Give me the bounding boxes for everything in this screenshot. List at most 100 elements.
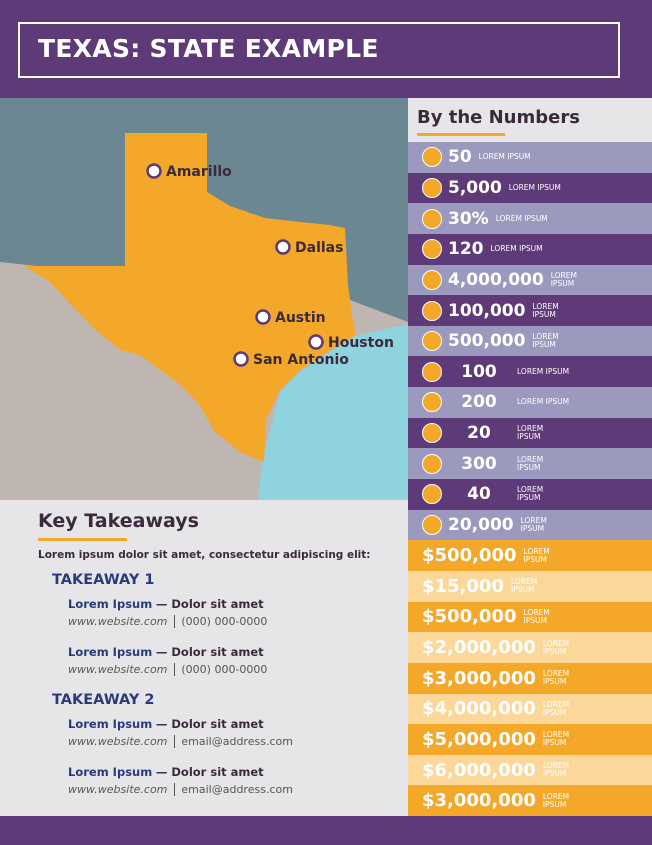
header: TEXAS: STATE EXAMPLE (0, 0, 652, 98)
city-marker (233, 351, 249, 367)
row-value: $5,000,000 (422, 728, 536, 750)
contact-info: (000) 000-0000 (174, 663, 268, 676)
contact-website: www.website.com (68, 735, 168, 748)
row-label: LOREM IPSUM (523, 607, 550, 625)
number-row: $15,000 LOREM IPSUM (408, 570, 652, 602)
row-label: LOREM IPSUM (542, 699, 570, 717)
contact-name: Lorem Ipsum (68, 645, 153, 659)
row-label: LOREM IPSUM (550, 270, 577, 288)
contact-details: www.website.com (000) 000-0000 (68, 613, 402, 630)
contact-line: Lorem Ipsum — Dolor sit amet (68, 596, 402, 613)
row-value: $3,000,000 (422, 790, 536, 812)
contact-info: email@address.com (174, 783, 293, 796)
numbers-title: By the Numbers (417, 107, 580, 128)
title-underline (417, 133, 505, 136)
row-value: $500,000 (422, 545, 517, 567)
row-value: $500,000 (422, 606, 517, 628)
row-icon (422, 331, 442, 352)
row-icon (422, 177, 442, 198)
number-row: 20,000 LOREM IPSUM (408, 509, 652, 541)
contact-info: (000) 000-0000 (174, 615, 268, 628)
row-icon (422, 453, 442, 474)
row-value: $4,000,000 (422, 698, 536, 720)
contact-line: Lorem Ipsum — Dolor sit amet (68, 644, 402, 661)
row-label: LOREM IPSUM (542, 638, 570, 656)
row-label: LOREM IPSUM (542, 730, 570, 748)
title-underline (38, 538, 127, 541)
row-label: LOREM IPSUM (523, 546, 550, 564)
row-value: 200 (461, 392, 497, 413)
row-value: $3,000,000 (422, 667, 536, 689)
contact-line: Lorem Ipsum — Dolor sit amet (68, 764, 402, 781)
number-row: 30% LOREM IPSUM (408, 203, 652, 234)
page-title: TEXAS: STATE EXAMPLE (38, 34, 379, 63)
number-row: $6,000,000 LOREM IPSUM (408, 754, 652, 786)
row-value: $15,000 (422, 575, 504, 597)
contact-item: Lorem Ipsum — Dolor sit amet www.website.… (68, 596, 402, 630)
row-icon (422, 147, 442, 168)
row-icon (422, 361, 442, 382)
contact-item: Lorem Ipsum — Dolor sit amet www.website.… (68, 716, 402, 750)
row-label: LOREM IPSUM (542, 761, 570, 779)
texas (24, 133, 356, 462)
contact-name: Lorem Ipsum (68, 597, 153, 611)
contact-item: Lorem Ipsum — Dolor sit amet www.website.… (68, 764, 402, 798)
takeaways-title: Key Takeaways (38, 510, 199, 532)
contact-website: www.website.com (68, 663, 168, 676)
row-icon (422, 208, 442, 229)
row-value: 300 (461, 453, 497, 474)
takeaway-sections: TAKEAWAY 1 Lorem Ipsum — Dolor sit amet ww… (52, 572, 402, 812)
contact-role: — Dolor sit amet (155, 765, 264, 779)
city-label: San Antonio (253, 352, 349, 368)
number-row: 500,000 LOREM IPSUM (408, 325, 652, 357)
contact-role: — Dolor sit amet (155, 645, 264, 659)
number-row: 300 LOREM IPSUM (408, 448, 652, 480)
contact-details: www.website.com email@address.com (68, 781, 402, 798)
row-icon (422, 484, 442, 505)
takeaways-intro: Lorem ipsum dolor sit amet, consectetur … (38, 549, 371, 561)
city-marker (146, 163, 162, 179)
row-value: 20,000 (448, 515, 514, 535)
row-label: LOREM IPSUM (510, 577, 538, 595)
number-row: 4,000,000 LOREM IPSUM (408, 264, 652, 296)
number-row: $4,000,000 LOREM IPSUM (408, 693, 652, 725)
number-row: 5,000 LOREM IPSUM (408, 172, 652, 204)
city-marker (255, 309, 271, 325)
row-icon (422, 423, 442, 444)
contact-details: www.website.com (000) 000-0000 (68, 661, 402, 678)
row-value: 100 (461, 361, 497, 382)
row-icon (422, 392, 442, 413)
row-value: 20 (467, 423, 491, 444)
row-value: 4,000,000 (448, 269, 544, 290)
contact-role: — Dolor sit amet (155, 597, 264, 611)
row-label: LOREM IPSUM (490, 244, 543, 254)
city-marker (275, 239, 291, 255)
city-label: Amarillo (166, 164, 232, 180)
takeaway-heading: TAKEAWAY 1 (52, 572, 155, 588)
city-label: Dallas (295, 240, 343, 256)
row-value: 40 (467, 484, 491, 505)
map-gulf (258, 324, 408, 500)
row-label: LOREM IPSUM (517, 485, 544, 503)
row-label: LOREM IPSUM (542, 791, 570, 809)
footer-band (0, 816, 652, 845)
row-label: LOREM IPSUM (517, 397, 570, 407)
takeaway-heading: TAKEAWAY 2 (52, 692, 155, 708)
row-value: 5,000 (448, 177, 502, 198)
row-value: 30% (448, 208, 489, 229)
row-label: LOREM IPSUM (517, 454, 544, 472)
city-marker (308, 334, 324, 350)
numbers-header: By the Numbers (408, 98, 652, 142)
number-row: 20 LOREM IPSUM (408, 417, 652, 449)
city-label: Austin (275, 310, 326, 326)
contact-name: Lorem Ipsum (68, 765, 153, 779)
row-value: $6,000,000 (422, 759, 536, 781)
number-row: 100,000 LOREM IPSUM (408, 295, 652, 326)
row-label: LOREM IPSUM (532, 332, 559, 350)
number-row: 100 LOREM IPSUM (408, 356, 652, 388)
contact-info: email@address.com (174, 735, 293, 748)
number-row: 200 LOREM IPSUM (408, 387, 652, 418)
number-row: $3,000,000 LOREM IPSUM (408, 662, 652, 694)
number-row: 40 LOREM IPSUM (408, 479, 652, 510)
